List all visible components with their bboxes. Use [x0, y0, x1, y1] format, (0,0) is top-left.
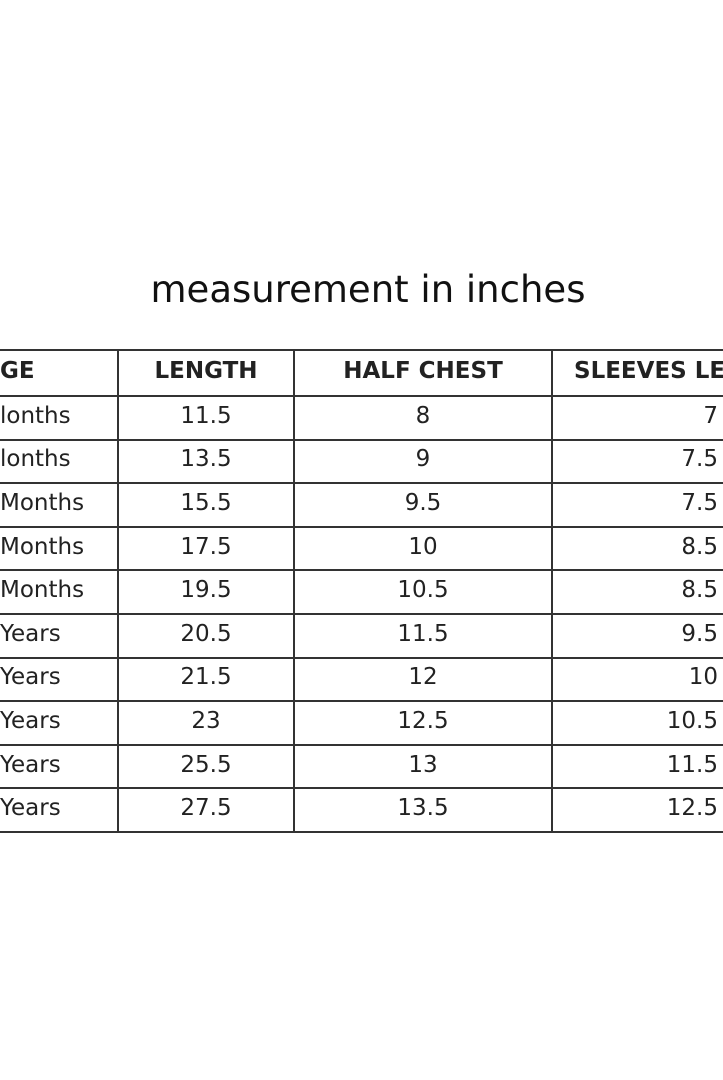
row-line [0, 656, 723, 659]
column-line [551, 349, 553, 831]
row-line [0, 700, 723, 703]
table-cell: 9 [415, 446, 431, 473]
table-cell: 7.5 [681, 490, 718, 516]
table-cell: 12 [408, 664, 438, 691]
header-cell: LENGTH [154, 358, 258, 384]
title: measurement in inches [150, 268, 586, 311]
row-line [0, 349, 723, 351]
table-cell: 10 [408, 533, 438, 560]
header-cell: GE [0, 358, 35, 384]
table-cell: Years [0, 664, 61, 691]
table-cell: 10.5 [666, 708, 718, 734]
table-cell: 7.5 [681, 446, 718, 473]
table-cell: Years [0, 708, 61, 734]
column-line [293, 349, 295, 831]
table-cell: Years [0, 795, 61, 822]
table-cell: 8 [415, 402, 431, 429]
table-cell: 11.5 [180, 402, 232, 429]
table-cell: 8.5 [681, 577, 718, 604]
table-cell: 25.5 [180, 751, 232, 778]
table-cell: 23 [191, 708, 221, 734]
table-cell: 20.5 [180, 620, 232, 647]
table-cell: 13.5 [180, 446, 232, 473]
table-cell: lonths [0, 446, 71, 473]
table-cell: 13.5 [397, 795, 449, 822]
row-line [0, 743, 723, 746]
table-cell: 21.5 [180, 664, 232, 691]
row-line [0, 525, 723, 528]
row-line [0, 569, 723, 572]
table-cell: 13 [408, 751, 438, 778]
row-line [0, 787, 723, 790]
table-cell: Years [0, 751, 61, 778]
table-cell: 15.5 [180, 490, 232, 516]
table-cell: 9.5 [404, 490, 442, 516]
header-cell: HALF CHEST [343, 358, 503, 384]
table-cell: 8.5 [681, 533, 718, 560]
table-cell: 10.5 [397, 577, 449, 604]
table-cell: 11.5 [666, 751, 718, 778]
table-cell: Months [0, 490, 85, 516]
table-cell: 19.5 [180, 577, 232, 604]
table-cell: lonths [0, 402, 71, 429]
column-line [117, 349, 119, 831]
table-cell: Months [0, 533, 85, 560]
table-cell: 9.5 [681, 620, 718, 647]
table-cell: 27.5 [180, 795, 232, 822]
row-line [0, 831, 723, 833]
table-cell: 17.5 [180, 533, 232, 560]
table-cell: 11.5 [397, 620, 449, 647]
table-cell: Years [0, 620, 61, 647]
table-cell: 10 [688, 664, 718, 691]
table-cell: 7 [703, 402, 718, 429]
header-cell: SLEEVES LE [574, 358, 723, 384]
row-line [0, 613, 723, 615]
table-cell: Months [0, 577, 85, 604]
table-cell: 12.5 [666, 795, 718, 822]
row-line [0, 438, 723, 441]
table-cell: 12.5 [397, 708, 449, 734]
row-line [0, 395, 723, 397]
row-line [0, 482, 723, 485]
